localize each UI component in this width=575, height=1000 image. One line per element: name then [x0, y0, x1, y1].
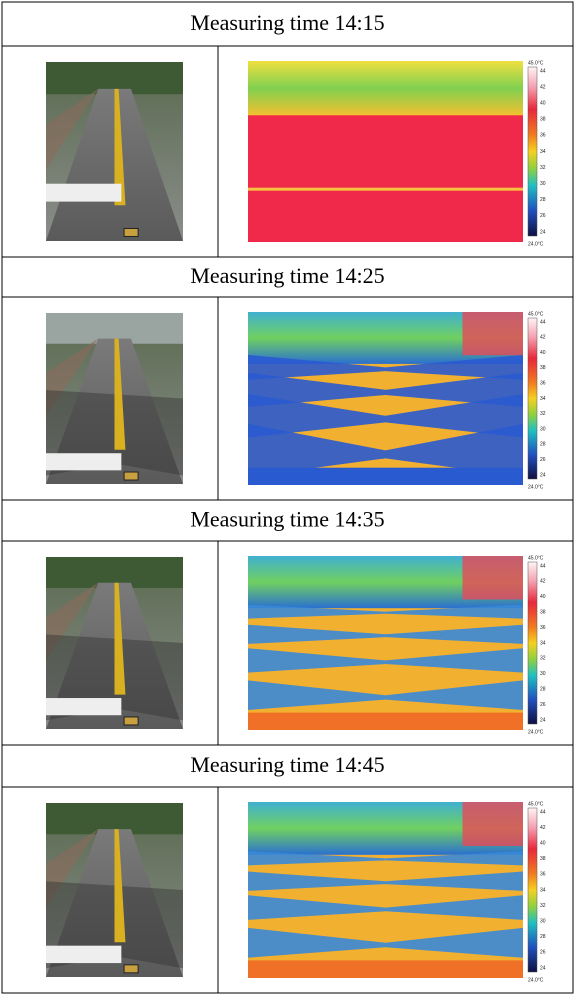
crosswalk: [46, 453, 121, 470]
scale-tick: 26: [540, 702, 546, 708]
scale-tick: 34: [540, 640, 546, 646]
scale-bar: [528, 318, 537, 479]
scale-tick: 24: [540, 229, 546, 235]
scale-tick: 40: [540, 841, 546, 847]
trees-hot: [463, 802, 524, 846]
scale-tick: 28: [540, 687, 546, 693]
scale-tick: 36: [540, 133, 546, 139]
page: Measuring time 14:15 45.0°C 44 42 40 38 36 34 32…: [0, 0, 575, 995]
scale-tick: 38: [540, 610, 546, 616]
scale-tick: 42: [540, 335, 546, 341]
scale-tick: 40: [540, 594, 546, 600]
crosswalk: [46, 184, 121, 202]
scale-tick: 42: [540, 825, 546, 831]
thermal-bottom: [248, 713, 523, 730]
scale-tick: 34: [540, 887, 546, 893]
scale-bar: [528, 808, 537, 972]
scale-tick: 32: [540, 165, 546, 171]
sensor: [124, 965, 138, 973]
scale-bar: [528, 562, 537, 724]
thermal-bottom: [248, 960, 523, 978]
scale-tick: 28: [540, 934, 546, 940]
scale-tick: 30: [540, 181, 546, 187]
section-images: 45.0°C 44 42 40 38 36 34 32 30 28 26 24 24.0°C: [46, 60, 546, 247]
sensor: [124, 228, 138, 236]
scale-tick: 44: [540, 68, 546, 74]
scale-max: 45.0°C: [528, 801, 544, 807]
scale-tick: 26: [540, 213, 546, 219]
section-images: 45.0°C 44 42 40 38 36 34 32 30 28 26 24 24.0°C: [46, 801, 546, 983]
scale-max: 45.0°C: [528, 555, 544, 561]
scale-tick: 30: [540, 919, 546, 925]
trees-hot: [463, 312, 524, 355]
scale-tick: 44: [540, 809, 546, 815]
scale-bar: [528, 67, 537, 236]
scale-tick: 32: [540, 903, 546, 909]
scale-tick: 40: [540, 350, 546, 356]
thermal-band: [248, 188, 523, 191]
scale-min: 24.0°C: [528, 484, 544, 490]
scale-tick: 38: [540, 856, 546, 862]
scale-max: 45.0°C: [528, 311, 544, 317]
document-table: Measuring time 14:15 45.0°C 44 42 40 38 36 34 32…: [0, 0, 575, 995]
thermal-bottom: [248, 468, 523, 485]
scale-tick: 34: [540, 149, 546, 155]
scale-tick: 36: [540, 381, 546, 387]
section-title: Measuring time 14:35: [190, 507, 384, 532]
scale-tick: 28: [540, 442, 546, 448]
scale-min: 24.0°C: [528, 977, 544, 983]
scale-tick: 24: [540, 472, 546, 478]
scale-tick: 32: [540, 656, 546, 662]
scale-tick: 40: [540, 101, 546, 107]
scale-tick: 26: [540, 457, 546, 463]
crosswalk: [46, 946, 121, 963]
scale-tick: 24: [540, 717, 546, 723]
scale-tick: 32: [540, 411, 546, 417]
sensor: [124, 472, 138, 480]
section-title: Measuring time 14:45: [190, 752, 384, 777]
scale-tick: 26: [540, 950, 546, 956]
scale-tick: 28: [540, 197, 546, 203]
trees-hot: [463, 556, 524, 600]
section-images: 45.0°C 44 42 40 38 36 34 32 30 28 26 24 24.0°C: [46, 555, 546, 735]
sensor: [124, 717, 138, 725]
scale-tick: 44: [540, 563, 546, 569]
scale-min: 24.0°C: [528, 729, 544, 735]
section-title: Measuring time 14:25: [190, 263, 384, 288]
scale-tick: 44: [540, 319, 546, 325]
scale-tick: 38: [540, 365, 546, 371]
thermal-top: [248, 61, 523, 115]
scale-tick: 24: [540, 965, 546, 971]
scale-tick: 30: [540, 671, 546, 677]
section-images: 45.0°C 44 42 40 38 36 34 32 30 28 26 24 24.0°C: [46, 311, 546, 490]
scale-tick: 34: [540, 396, 546, 402]
scale-tick: 30: [540, 426, 546, 432]
scale-tick: 36: [540, 625, 546, 631]
scale-tick: 36: [540, 872, 546, 878]
section-title: Measuring time 14:15: [190, 10, 384, 35]
scale-tick: 38: [540, 117, 546, 123]
crosswalk: [46, 698, 121, 715]
scale-min: 24.0°C: [528, 241, 544, 247]
scale-max: 45.0°C: [528, 60, 544, 66]
scale-tick: 42: [540, 84, 546, 90]
scale-tick: 42: [540, 579, 546, 585]
